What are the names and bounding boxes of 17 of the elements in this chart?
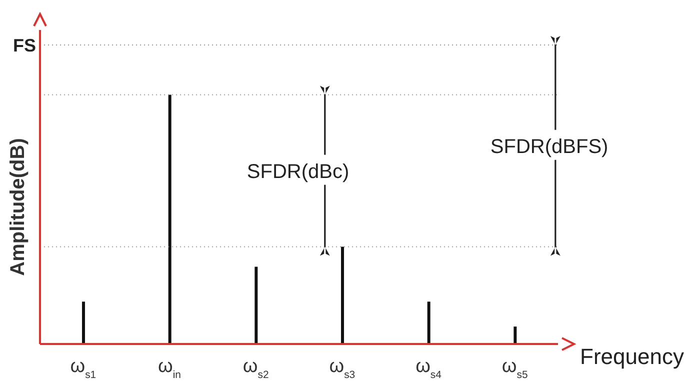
bar	[82, 302, 85, 344]
x-axis-title: Frequency	[580, 344, 684, 369]
x-tick-label: ω$_{s5}$	[502, 356, 528, 380]
ref-line-label: FS	[12, 35, 36, 56]
bar	[254, 266, 258, 344]
bar	[341, 246, 344, 344]
x-tick-label: ω$_{s4}$	[416, 356, 442, 380]
bar	[427, 302, 430, 344]
bar	[514, 326, 517, 344]
annotation: SFDR(dBFS)	[490, 136, 608, 158]
x-tick-label: ω$_{s3}$	[329, 356, 356, 380]
x-tick-label: ω$_{in}$	[158, 356, 182, 380]
bar	[168, 94, 172, 344]
x-tick-label: ω$_{s1}$	[70, 356, 96, 380]
y-axis-title: Amplitude(dB)	[7, 138, 29, 276]
annotation: SFDR(dBc)	[246, 160, 350, 183]
x-tick-label: ω$_{s2}$	[242, 356, 269, 380]
